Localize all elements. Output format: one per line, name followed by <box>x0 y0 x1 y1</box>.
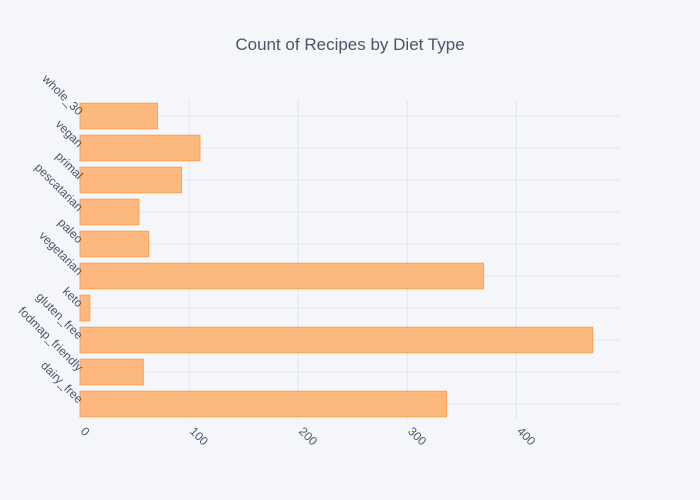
bar-paleo <box>79 230 150 258</box>
bar-keto <box>79 294 91 322</box>
x-tick-label: 200 <box>296 424 320 448</box>
x-tick-label: 400 <box>514 424 538 448</box>
chart-title: Count of Recipes by Diet Type <box>235 35 465 54</box>
bar-pescatarian <box>79 198 140 226</box>
bar-fodmap_friendly <box>79 358 144 386</box>
y-tick-label: whole_30 <box>39 71 86 118</box>
bar-gluten_free <box>79 326 594 354</box>
bar-dairy_free <box>79 390 448 418</box>
bar-whole_30 <box>79 102 158 130</box>
bar-vegan <box>79 134 201 162</box>
bar-vegetarian <box>79 262 485 290</box>
x-tick-label: 0 <box>78 424 93 439</box>
x-tick-label: 300 <box>405 424 429 448</box>
x-tick-label: 100 <box>187 424 211 448</box>
bar-primal <box>79 166 182 194</box>
